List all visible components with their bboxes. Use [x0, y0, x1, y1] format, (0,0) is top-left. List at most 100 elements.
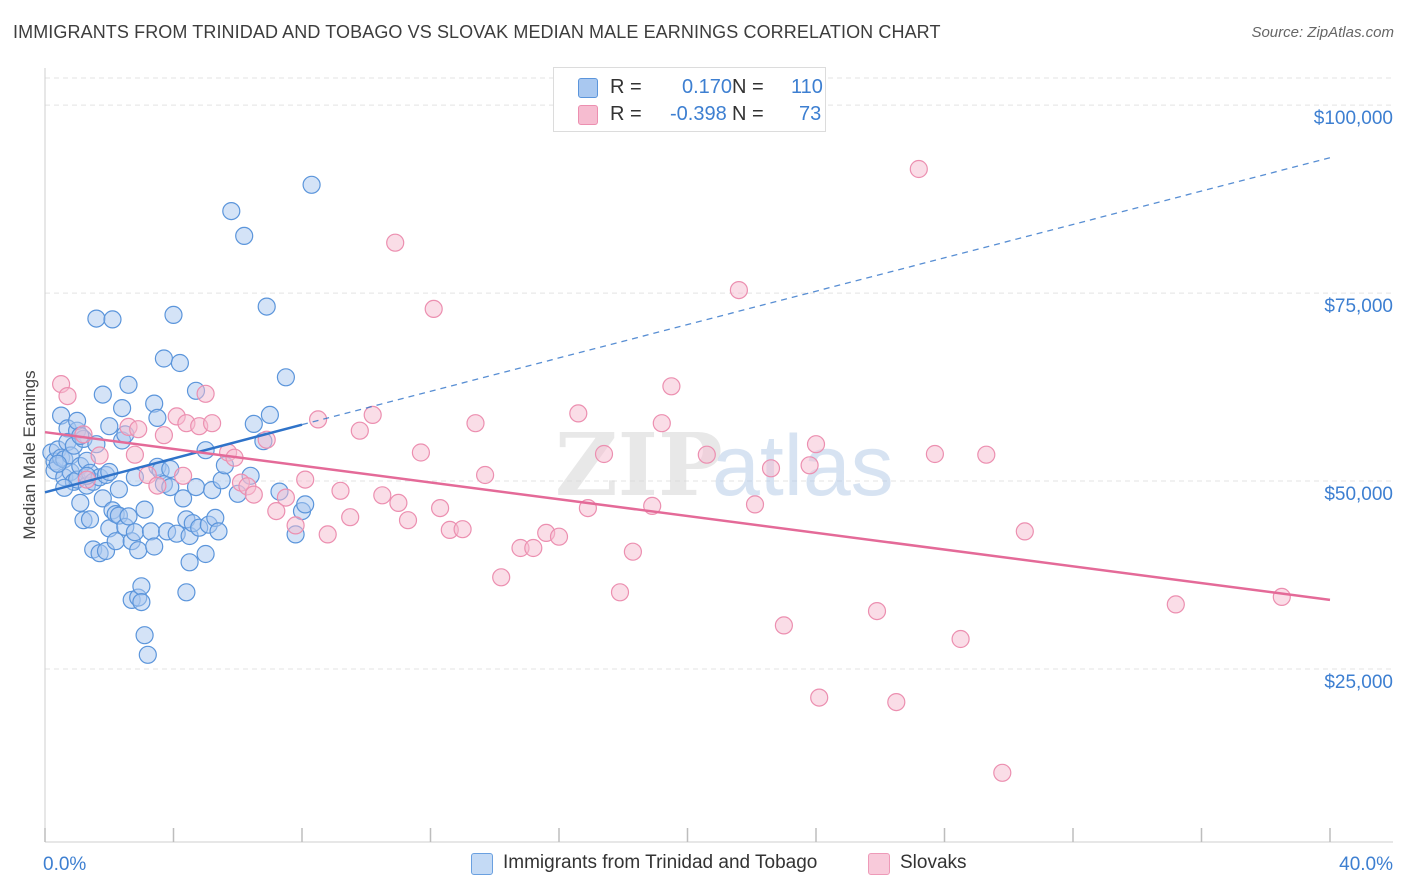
- trend-line-trinidad-projection: [301, 157, 1331, 426]
- watermark-zip: ZIP: [555, 415, 723, 516]
- data-point-slovak: [729, 281, 749, 300]
- data-point-slovak: [296, 470, 315, 489]
- data-point-trinidad: [109, 480, 129, 499]
- data-point-trinidad: [177, 583, 196, 602]
- data-point-trinidad: [129, 541, 148, 560]
- data-point-slovak: [389, 493, 408, 512]
- data-point-slovak: [341, 508, 360, 527]
- data-point-trinidad: [164, 305, 183, 324]
- legend-r-value: 0.170: [682, 76, 733, 98]
- data-point-trinidad: [196, 544, 215, 564]
- data-point-slovak: [203, 414, 222, 433]
- data-point-slovak: [594, 444, 614, 464]
- data-point-trinidad: [154, 349, 173, 368]
- legend-item-label: Slovaks: [900, 852, 967, 873]
- data-point-slovak: [662, 377, 681, 396]
- data-point-trinidad: [71, 493, 90, 512]
- data-point-slovak: [453, 520, 472, 539]
- data-point-trinidad: [135, 626, 154, 645]
- data-point-slovak: [90, 446, 109, 465]
- data-point-trinidad: [212, 471, 231, 490]
- series-slovak-points: [51, 159, 1291, 782]
- data-point-trinidad: [132, 577, 151, 596]
- data-point-slovak: [745, 495, 765, 514]
- x-tick-label: 40.0%: [1339, 854, 1393, 875]
- y-tick-label: $100,000: [1314, 108, 1393, 129]
- data-point-trinidad: [209, 522, 228, 541]
- chart-title: IMMIGRANTS FROM TRINIDAD AND TOBAGO VS S…: [13, 22, 941, 42]
- data-point-slovak: [373, 486, 392, 505]
- data-point-slovak: [466, 414, 485, 433]
- data-point-trinidad: [148, 408, 167, 427]
- data-point-slovak: [1166, 595, 1185, 614]
- legend-r-value: -0.398: [670, 103, 727, 125]
- data-point-trinidad: [135, 500, 154, 519]
- data-point-slovak: [286, 516, 305, 535]
- data-point-slovak: [411, 443, 430, 462]
- trend-line-slovak: [44, 430, 1331, 602]
- data-point-slovak: [267, 502, 286, 521]
- data-point-slovak: [524, 538, 543, 558]
- data-point-trinidad: [170, 353, 189, 373]
- data-point-slovak: [125, 445, 144, 464]
- data-point-slovak: [774, 616, 794, 635]
- legend-swatch-blue: [578, 78, 598, 98]
- data-point-slovak: [350, 421, 369, 440]
- data-point-trinidad: [93, 489, 112, 508]
- y-axis-title: Median Male Earnings: [20, 370, 39, 539]
- data-point-trinidad: [260, 405, 279, 424]
- legend-swatch-pink: [578, 105, 598, 125]
- y-tick-label: $25,000: [1324, 672, 1393, 693]
- data-point-trinidad: [174, 489, 193, 508]
- data-point-slovak: [331, 481, 350, 500]
- data-point-slovak: [398, 511, 418, 530]
- data-point-slovak: [492, 568, 511, 587]
- data-point-slovak: [276, 488, 295, 507]
- data-point-slovak: [569, 404, 588, 423]
- data-point-slovak: [431, 499, 450, 518]
- data-point-trinidad: [119, 507, 138, 526]
- data-point-slovak: [476, 465, 495, 485]
- data-point-trinidad: [302, 175, 321, 194]
- data-point-slovak: [196, 384, 215, 403]
- data-point-slovak: [363, 405, 382, 424]
- chart-source: Source: ZipAtlas.com: [1251, 24, 1394, 41]
- data-point-slovak: [867, 601, 887, 621]
- data-point-slovak: [549, 527, 569, 546]
- data-point-slovak: [909, 159, 928, 179]
- data-point-slovak: [610, 583, 630, 602]
- data-point-trinidad: [48, 454, 68, 473]
- data-point-slovak: [244, 485, 263, 504]
- series-legend: Immigrants from Trinidad and Tobago Slov…: [0, 852, 1406, 878]
- trend-lines: [44, 157, 1331, 602]
- data-point-trinidad: [141, 522, 161, 541]
- data-point-slovak: [129, 420, 148, 439]
- data-point-slovak: [652, 414, 671, 433]
- data-point-slovak: [887, 692, 906, 712]
- data-point-slovak: [977, 445, 996, 464]
- trend-line-trinidad: [44, 423, 303, 494]
- data-point-slovak: [1272, 587, 1291, 607]
- data-point-slovak: [148, 476, 167, 495]
- grid-lines: [45, 77, 1393, 670]
- data-point-trinidad: [222, 202, 241, 221]
- data-point-trinidad: [145, 537, 164, 556]
- y-tick-label: $50,000: [1324, 484, 1393, 505]
- data-point-trinidad: [296, 495, 315, 514]
- legend-n-value: 73: [799, 103, 822, 125]
- data-point-trinidad: [235, 226, 254, 245]
- data-point-trinidad: [180, 553, 199, 572]
- data-point-slovak: [993, 763, 1012, 782]
- data-point-trinidad: [87, 309, 106, 328]
- data-point-trinidad: [132, 592, 151, 612]
- tick-labels: $25,000 $50,000 $75,000 $100,000 0.0% 40.0%: [43, 108, 1393, 875]
- data-point-trinidad: [112, 399, 132, 418]
- legend-n-value: 110: [791, 76, 823, 98]
- data-point-slovak: [951, 629, 970, 649]
- legend-swatch-blue: [471, 853, 493, 875]
- data-point-trinidad: [80, 510, 100, 529]
- data-point-trinidad: [138, 645, 157, 664]
- data-point-slovak: [174, 466, 193, 485]
- data-point-slovak: [623, 542, 643, 561]
